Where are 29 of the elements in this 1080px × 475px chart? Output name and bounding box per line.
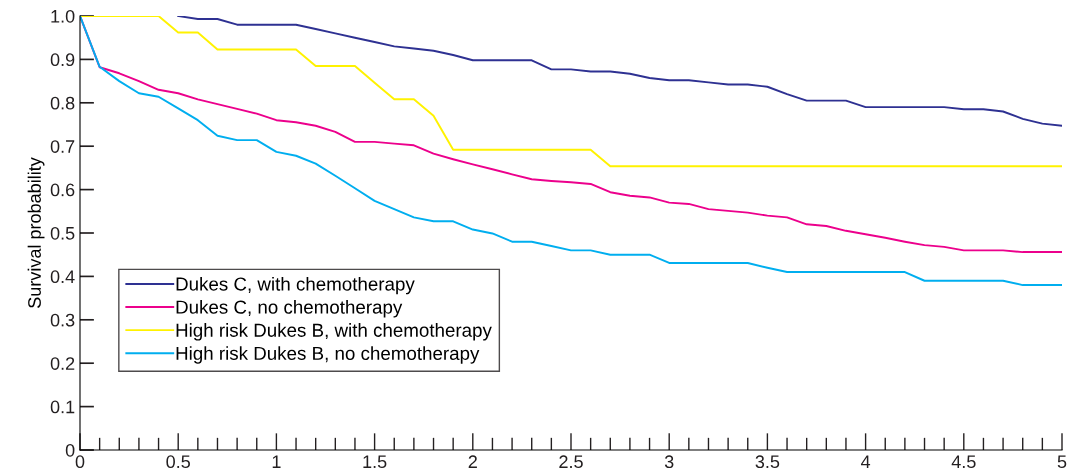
- line-series: [177, 16, 1062, 127]
- x-tick-label: 5: [1057, 455, 1067, 469]
- x-tick-label: 4.5: [951, 455, 976, 469]
- y-tick-label: 0.4: [50, 270, 75, 284]
- y-tick-label: 1.0: [51, 9, 75, 23]
- y-tick-label: 0.1: [50, 400, 75, 414]
- x-tick-label: 2: [468, 455, 477, 468]
- y-tick-label: 0.9: [50, 53, 75, 67]
- y-tick-label: 0.7: [50, 140, 75, 153]
- y-tick-label: 0.5: [50, 226, 75, 240]
- y-tick-label: 0.6: [50, 183, 75, 197]
- legend-label: Dukes C, no chemotherapy: [176, 300, 403, 318]
- y-tick-label: 0.3: [50, 313, 75, 327]
- x-tick-label: 1.5: [363, 455, 387, 469]
- legend-label: High risk Dukes B, no chemotherapy: [176, 346, 480, 364]
- legend-label: Dukes C, with chemotherapy: [176, 276, 415, 295]
- x-tick-label: 4: [860, 455, 871, 468]
- y-axis-title: Survival probability: [27, 157, 45, 308]
- legend-label: High risk Dukes B, with chemotherapy: [176, 323, 492, 341]
- x-tick-label: 1: [272, 455, 281, 468]
- y-tick-label: 0.8: [50, 96, 75, 110]
- x-tick-label: 2.5: [559, 455, 583, 469]
- y-tick-label: 0: [65, 443, 75, 457]
- x-tick-label: 3.5: [755, 455, 780, 469]
- x-tick-label: 0.5: [166, 455, 190, 469]
- x-tick-label: 0: [75, 455, 85, 469]
- line-series: [80, 16, 1062, 168]
- x-tick-label: 3: [664, 455, 674, 469]
- y-tick-label: 0.2: [50, 357, 75, 370]
